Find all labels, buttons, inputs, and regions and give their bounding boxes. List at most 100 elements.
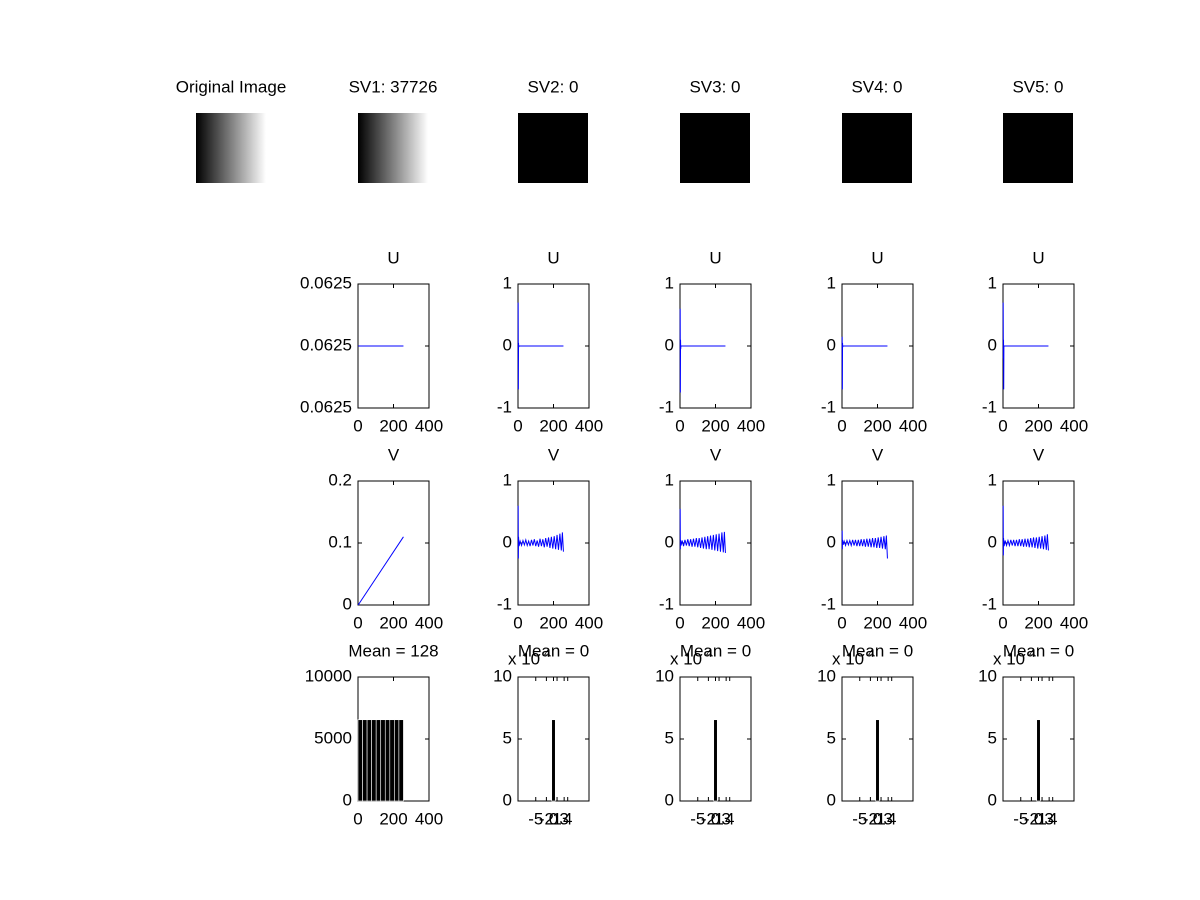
y-tick-label: 1 bbox=[503, 470, 512, 489]
x-tick-label: 400 bbox=[575, 416, 603, 435]
image bbox=[1003, 113, 1073, 183]
axes-title: U bbox=[709, 248, 721, 267]
x-tick-label: 0 bbox=[675, 416, 684, 435]
y-tick-label: -1 bbox=[821, 397, 836, 416]
y-tick-label: 1 bbox=[665, 273, 674, 292]
x-tick-label: 400 bbox=[899, 613, 927, 632]
y-tick-label: 0.0625 bbox=[300, 335, 352, 354]
panel-title: SV1: 37726 bbox=[349, 77, 438, 96]
histogram-bar bbox=[362, 719, 368, 802]
exponent: 4 bbox=[868, 648, 874, 660]
y-tick-label: 10 bbox=[978, 666, 997, 685]
y-tick-label: 1 bbox=[503, 273, 512, 292]
x-tick-label: 0 bbox=[353, 613, 362, 632]
axes-title: V bbox=[872, 445, 884, 464]
y-tick-label: 5 bbox=[827, 728, 836, 747]
x-tick-label: 1 bbox=[1037, 809, 1046, 828]
axes: V 0 0.1 0.2 0 200 400 bbox=[328, 445, 443, 632]
y-tick-label: 0 bbox=[988, 532, 997, 551]
x-tick-label: 0 bbox=[998, 613, 1007, 632]
histogram-bar bbox=[384, 719, 391, 802]
x-tick-label: 400 bbox=[415, 416, 443, 435]
y-tick-label: 0.2 bbox=[328, 470, 352, 489]
data-line bbox=[841, 530, 888, 559]
y-tick-label: 1 bbox=[665, 470, 674, 489]
y-tick-label: 1 bbox=[988, 273, 997, 292]
y-tick-label: -1 bbox=[821, 594, 836, 613]
x-tick-label: 3 bbox=[1044, 809, 1053, 828]
y-tick-label: 5 bbox=[988, 728, 997, 747]
histogram-bar bbox=[1036, 719, 1041, 802]
x-tick-label: 4 bbox=[887, 809, 896, 828]
y-tick-label: 0.0625 bbox=[300, 273, 352, 292]
x-tick-label: -2 bbox=[539, 809, 554, 828]
x-tick-label: 400 bbox=[899, 416, 927, 435]
y-tick-label: 1 bbox=[988, 470, 997, 489]
axes-title: V bbox=[1033, 445, 1045, 464]
y-tick-label: -1 bbox=[497, 594, 512, 613]
exponent: 4 bbox=[1029, 648, 1035, 660]
x-tick-label: 200 bbox=[379, 416, 407, 435]
x-tick-label: -5 bbox=[690, 809, 705, 828]
y-tick-label: 0 bbox=[503, 790, 512, 809]
y-tick-label: 0 bbox=[343, 594, 352, 613]
axes-title: U bbox=[547, 248, 559, 267]
x-tick-label: 0 bbox=[837, 613, 846, 632]
x-tick-label: -2 bbox=[1024, 809, 1039, 828]
y-tick-label: 0 bbox=[665, 532, 674, 551]
y-tick-label: 5 bbox=[503, 728, 512, 747]
y-tick-label: 10 bbox=[655, 666, 674, 685]
panel-title: Original Image bbox=[176, 77, 287, 96]
histogram-bar bbox=[551, 719, 556, 802]
histogram-bar bbox=[713, 719, 718, 802]
y-tick-label: 0 bbox=[343, 790, 352, 809]
y-tick-label: 0 bbox=[503, 335, 512, 354]
x-tick-label: 400 bbox=[1060, 416, 1088, 435]
x-tick-label: 400 bbox=[1060, 613, 1088, 632]
y-tick-label: 0 bbox=[665, 335, 674, 354]
axes-title: Mean = 128 bbox=[348, 641, 438, 660]
panel-title: SV3: 0 bbox=[689, 77, 740, 96]
y-tick-label: 5 bbox=[665, 728, 674, 747]
x-tick-label: 0 bbox=[513, 613, 522, 632]
x-tick-label: 200 bbox=[701, 416, 729, 435]
x-tick-label: 200 bbox=[539, 416, 567, 435]
x-tick-label: 4 bbox=[725, 809, 734, 828]
x-tick-label: 200 bbox=[863, 613, 891, 632]
x-tick-label: -5 bbox=[1013, 809, 1028, 828]
x-tick-label: 1 bbox=[552, 809, 561, 828]
histogram-bar bbox=[875, 719, 880, 802]
x-tick-label: 0 bbox=[675, 613, 684, 632]
axes-title: U bbox=[871, 248, 883, 267]
x-tick-label: 0 bbox=[837, 416, 846, 435]
x-tick-label: 200 bbox=[701, 613, 729, 632]
image bbox=[358, 113, 428, 183]
x-tick-label: 400 bbox=[737, 613, 765, 632]
data-line bbox=[679, 508, 726, 553]
image bbox=[196, 113, 266, 183]
axes-title: Mean = 0 bbox=[518, 641, 589, 660]
axes-title: U bbox=[1032, 248, 1044, 267]
x-tick-label: 200 bbox=[379, 613, 407, 632]
x-tick-label: 1 bbox=[876, 809, 885, 828]
y-tick-label: 10 bbox=[493, 666, 512, 685]
histogram-bar bbox=[398, 719, 404, 802]
histogram-bar bbox=[366, 719, 372, 802]
x-tick-label: 200 bbox=[1024, 416, 1052, 435]
y-tick-label: -1 bbox=[497, 397, 512, 416]
x-tick-label: 0 bbox=[998, 416, 1007, 435]
histogram-bar bbox=[389, 719, 395, 802]
y-tick-label: 5000 bbox=[314, 728, 352, 747]
data-line bbox=[1002, 505, 1049, 556]
y-tick-label: 0 bbox=[665, 790, 674, 809]
image bbox=[680, 113, 750, 183]
y-tick-label: -1 bbox=[982, 594, 997, 613]
y-tick-label: 0 bbox=[827, 335, 836, 354]
axes-title: V bbox=[710, 445, 722, 464]
